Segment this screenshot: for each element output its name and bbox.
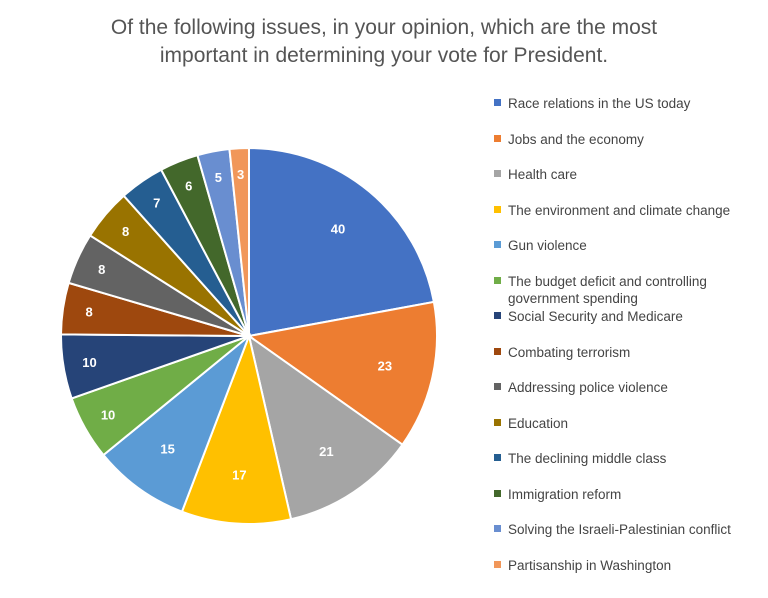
legend-label: Jobs and the economy	[508, 131, 644, 147]
pie-slice-5	[102, 332, 252, 513]
legend-item-11: The declining middle class	[494, 450, 756, 467]
legend-label: Addressing police violence	[508, 380, 668, 395]
legend-item-12: Immigration reform	[494, 486, 756, 503]
legend-label: Race relations in the US today	[508, 96, 691, 111]
legend-item-4: The environment and climate change	[494, 202, 756, 219]
pie-data-label-5: 15	[160, 441, 174, 456]
pie-slice-14	[228, 146, 250, 337]
legend-swatch	[494, 347, 501, 355]
legend-item-3: Health care	[494, 166, 756, 183]
legend-label: Combating terrorism	[508, 344, 631, 360]
legend-swatch	[494, 525, 501, 532]
legend-swatch	[494, 276, 501, 284]
legend-swatch	[494, 205, 501, 213]
pie-data-label-7: 10	[82, 355, 96, 370]
pie-data-label-11: 7	[153, 196, 160, 211]
pie-data-label-14: 3	[237, 167, 244, 182]
pie-data-label-13: 5	[215, 170, 222, 185]
chart-title-line-2: important in determining your vote for P…	[159, 44, 609, 67]
legend-swatch	[494, 383, 501, 390]
pie-data-label-2: 23	[378, 358, 392, 373]
pie-data-label-9: 8	[98, 262, 105, 277]
chart-title: Of the following issues, in your opinion…	[0, 14, 768, 70]
legend-swatch	[494, 170, 501, 177]
legend-swatch	[494, 241, 501, 248]
legend-label: Immigration reform	[508, 486, 622, 502]
legend-item-14: Partisanship in Washington	[494, 557, 756, 574]
legend-label: Gun violence	[508, 238, 587, 253]
legend-label: The environment and climate change	[508, 202, 731, 218]
legend-item-7: Social Security and Medicare	[494, 308, 756, 325]
legend-item-1: Race relations in the US today	[494, 95, 756, 112]
pie-data-label-10: 8	[122, 224, 129, 239]
legend-item-2: Jobs and the economy	[494, 131, 756, 148]
legend-label: The declining middle class	[508, 451, 667, 466]
pie-data-label-1: 40	[331, 222, 345, 237]
legend-item-6: The budget deficit and controlling gover…	[494, 273, 756, 307]
pie-data-label-6: 10	[101, 408, 115, 423]
legend-label: Partisanship in Washington	[508, 557, 672, 573]
legend-item-9: Addressing police violence	[494, 379, 756, 396]
legend-item-5: Gun violence	[494, 237, 756, 254]
legend-swatch	[494, 312, 501, 319]
pie-data-label-8: 8	[85, 305, 92, 320]
legend-label: Health care	[508, 167, 578, 182]
pie-data-label-12: 6	[185, 178, 192, 193]
legend-swatch	[494, 454, 501, 461]
legend-label: Social Security and Medicare	[508, 309, 683, 324]
pie-slice-2	[246, 300, 438, 447]
legend-label: Solving the Israeli-Palestinian conflict	[508, 522, 731, 537]
pie-slice-1	[248, 146, 436, 338]
pie-data-label-4: 17	[232, 467, 246, 482]
pie-slice-4	[180, 332, 293, 525]
legend-swatch	[494, 489, 501, 497]
legend-item-10: Education	[494, 415, 756, 432]
pie-slice-3	[247, 333, 404, 521]
chart-title-line-1: Of the following issues, in your opinion…	[110, 16, 658, 39]
legend-swatch	[494, 99, 501, 106]
legend-swatch	[494, 418, 501, 426]
legend-swatch	[494, 560, 501, 568]
legend-item-8: Combating terrorism	[494, 344, 756, 361]
legend-swatch	[494, 134, 501, 142]
legend-label: The budget deficit and controlling gover…	[508, 273, 707, 306]
legend-item-13: Solving the Israeli-Palestinian conflict	[494, 521, 756, 538]
pie-data-label-3: 21	[319, 444, 333, 459]
legend-label: Education	[508, 415, 569, 431]
